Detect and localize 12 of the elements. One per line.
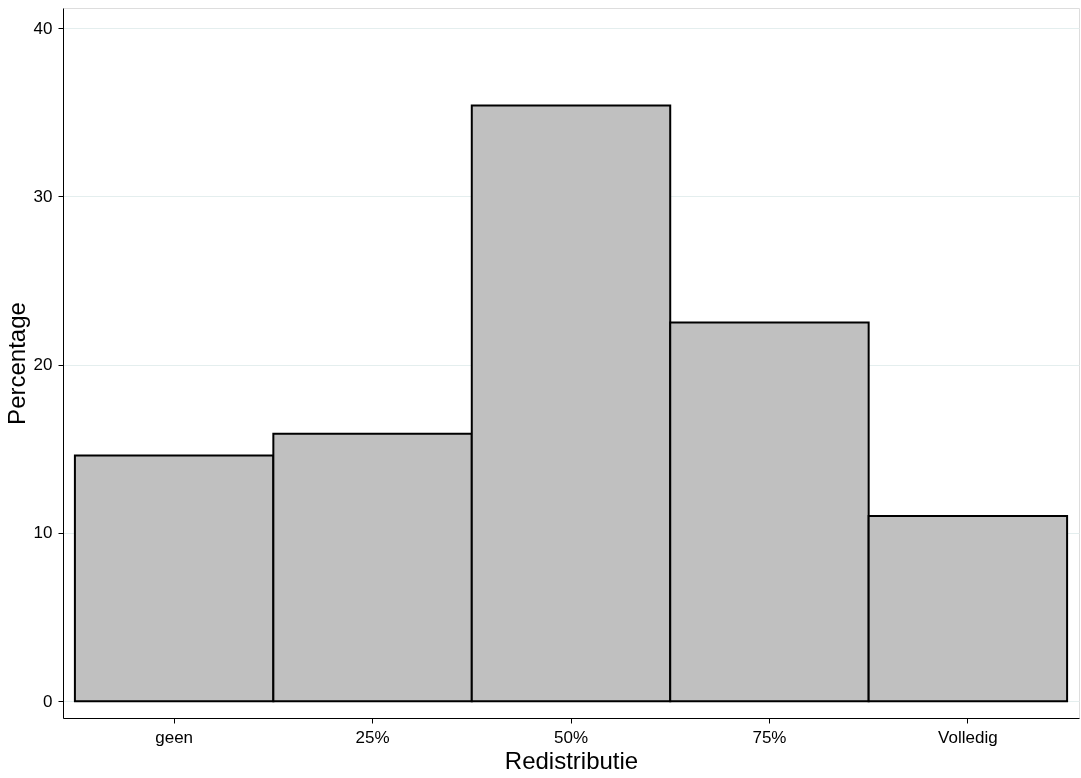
y-axis-title: Percentage	[2, 302, 30, 425]
x-tick-label: 75%	[752, 727, 787, 747]
y-tick-label: 20	[33, 355, 53, 375]
x-tick-label: 50%	[553, 727, 589, 747]
x-axis-title: Redistributie	[504, 746, 639, 774]
x-tick-label: geen	[155, 727, 194, 747]
y-tick-label: 40	[33, 18, 53, 38]
y-tick-label: 0	[43, 691, 53, 711]
x-tick-label: 25%	[355, 727, 390, 747]
y-tick-label: 10	[33, 523, 53, 543]
x-tick-label: Volledig	[938, 727, 998, 747]
y-tick-label: 30	[33, 186, 53, 206]
